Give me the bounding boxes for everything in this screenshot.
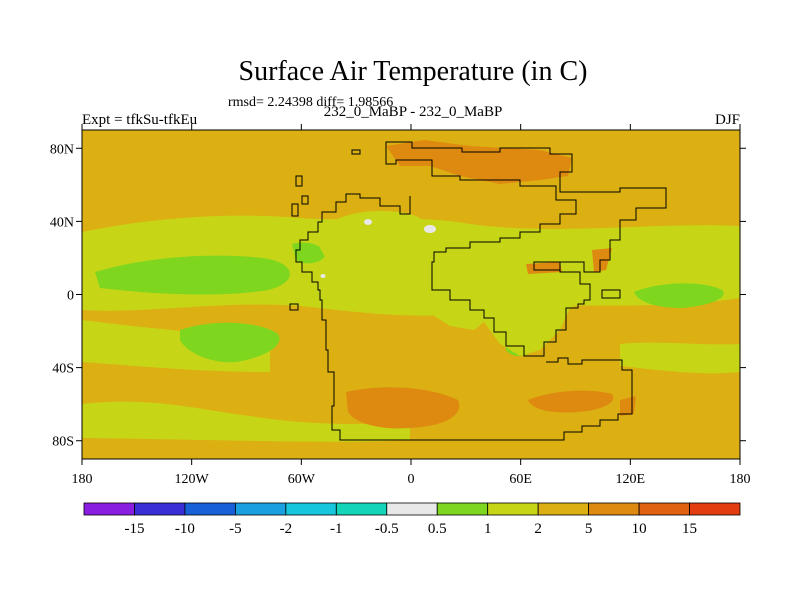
lat-tick-label: 40N bbox=[50, 215, 74, 230]
colorbar-box bbox=[285, 502, 337, 516]
lon-tick-label: 180 bbox=[730, 472, 751, 487]
lon-tick-label: 60E bbox=[509, 472, 532, 487]
colorbar-label: 0.5 bbox=[428, 521, 447, 537]
colorbar-label: -10 bbox=[175, 521, 195, 537]
latitude-axis: 80N 40N 0 40S 80S bbox=[50, 142, 746, 450]
lon-tick-label: 180 bbox=[72, 472, 93, 487]
colorbar-label: -0.5 bbox=[375, 521, 399, 537]
colorbar-label: -5 bbox=[229, 521, 242, 537]
colorbar-box bbox=[487, 502, 539, 516]
colorbar-box bbox=[335, 502, 388, 516]
colorbar-label: -1 bbox=[330, 521, 343, 537]
coastline bbox=[289, 141, 667, 441]
colorbar-box bbox=[689, 502, 741, 516]
colorbar-box bbox=[537, 502, 590, 516]
colorbar-label: 2 bbox=[534, 521, 542, 537]
colorbar-box bbox=[184, 502, 236, 516]
lat-tick-label: 80N bbox=[50, 142, 74, 157]
season-label: DJF bbox=[714, 112, 740, 128]
colorbar-label: 10 bbox=[632, 521, 647, 537]
colorbar-label: -2 bbox=[280, 521, 293, 537]
colorbar-label: 1 bbox=[484, 521, 492, 537]
colorbar: -15 -10 -5 -2 -1 -0.5 0.5 1 2 5 10 15 bbox=[83, 502, 741, 537]
colorbar-box bbox=[386, 502, 438, 516]
colorbar-label: -15 bbox=[124, 521, 144, 537]
lat-tick-label: 40S bbox=[52, 362, 74, 377]
experiment-label: Expt = tfkSu-tfkEu bbox=[82, 112, 198, 128]
colorbar-label: 15 bbox=[682, 521, 697, 537]
lon-tick-label: 60W bbox=[288, 472, 316, 487]
longitude-axis: 180 120W 60W 0 60E 120E 180 bbox=[72, 124, 751, 487]
lon-tick-label: 0 bbox=[408, 472, 415, 487]
colorbar-box bbox=[588, 502, 640, 516]
stats-label: rmsd= 2.24398 diff= 1.98566 bbox=[228, 95, 394, 110]
colorbar-box bbox=[436, 502, 489, 516]
colorbar-box bbox=[234, 502, 287, 516]
map-title: Surface Air Temperature (in C) bbox=[238, 56, 588, 87]
colorbar-label: 5 bbox=[585, 521, 593, 537]
lat-tick-label: 0 bbox=[67, 289, 74, 304]
colorbar-box bbox=[638, 502, 690, 516]
period-label: 232_0_MaBP - 232_0_MaBP bbox=[323, 104, 503, 120]
lat-tick-label: 80S bbox=[52, 435, 74, 450]
temperature-field bbox=[82, 130, 740, 459]
colorbar-box bbox=[134, 502, 186, 516]
colorbar-box bbox=[83, 502, 135, 516]
lon-tick-label: 120W bbox=[175, 472, 210, 487]
lon-tick-label: 120E bbox=[616, 472, 646, 487]
